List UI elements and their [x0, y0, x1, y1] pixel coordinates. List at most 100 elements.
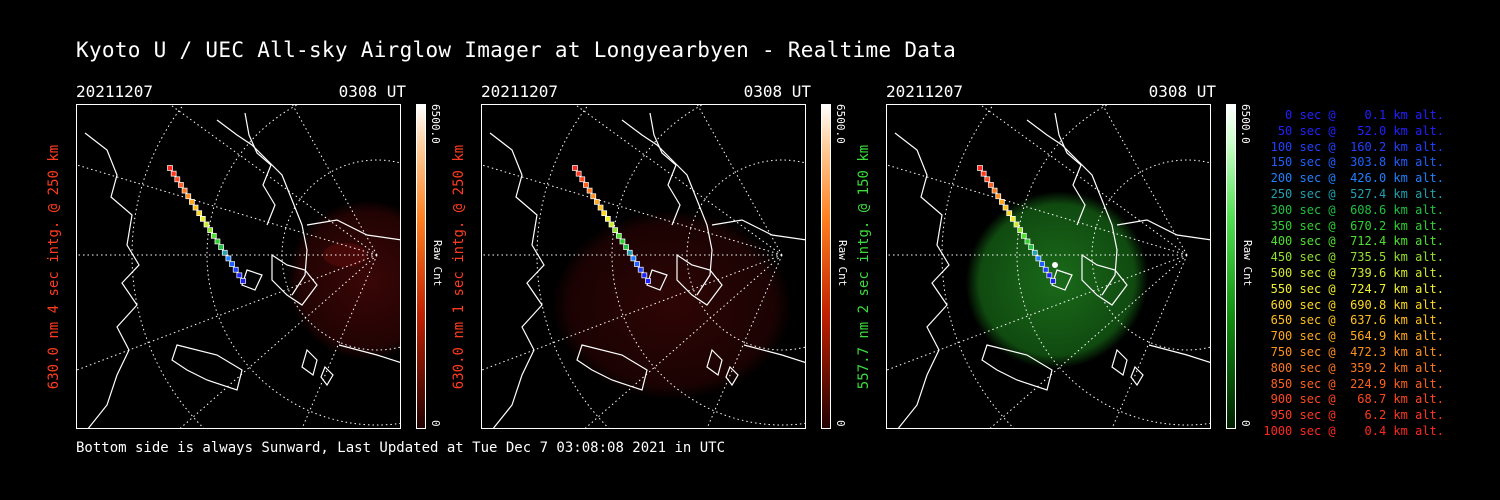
coastline-segment — [649, 112, 681, 226]
trajectory-point — [232, 266, 239, 273]
colorbar-min-label: 0 — [429, 420, 442, 427]
legend-entry: 650 sec @ 637.6 km alt. — [1263, 313, 1444, 328]
colorbar-unit-label: Raw Cnt — [1241, 240, 1254, 287]
coastline-segment — [1148, 344, 1210, 363]
airglow-emission — [287, 200, 400, 360]
legend-entry: 150 sec @ 303.8 km alt. — [1263, 155, 1444, 170]
coastline-segment — [743, 344, 805, 363]
coastline-segment — [621, 119, 713, 296]
trajectory-point — [1035, 255, 1042, 262]
trajectory-point — [1020, 232, 1027, 239]
trajectory-point — [572, 165, 578, 171]
coastline-segment — [1081, 253, 1128, 306]
trajectory-point — [980, 170, 987, 177]
trajectory-point — [608, 221, 615, 228]
panel-time: 0308 UT — [743, 82, 811, 101]
trajectory-point — [641, 272, 648, 279]
coastline-segment — [301, 348, 318, 376]
trajectory-point — [225, 255, 232, 262]
trajectory-point — [575, 170, 582, 177]
bright-spot — [1052, 262, 1058, 268]
trajectory-point — [1024, 238, 1031, 245]
trajectory-point — [615, 232, 622, 239]
trajectory-point — [174, 176, 181, 183]
panel-time: 0308 UT — [338, 82, 406, 101]
trajectory-point — [586, 187, 593, 194]
colorbar-max-label: 6500.0 — [834, 104, 847, 144]
legend-entry: 250 sec @ 527.4 km alt. — [1263, 186, 1444, 201]
legend-entry: 550 sec @ 724.7 km alt. — [1263, 281, 1444, 296]
coastline-segment — [244, 112, 276, 226]
trajectory-point — [199, 215, 206, 222]
trajectory-point — [218, 244, 224, 250]
airglow-map — [481, 104, 806, 429]
legend-entry: 200 sec @ 426.0 km alt. — [1263, 171, 1444, 186]
trajectory-point — [203, 221, 210, 228]
panel-630nm-4sec: 20211207 0308 UT 630.0 nm 4 sec intg. @ … — [46, 82, 486, 442]
map-canvas — [887, 105, 1210, 428]
colorbar-unit-label: Raw Cnt — [431, 240, 444, 287]
coastline-segment — [171, 344, 243, 391]
trajectory-point — [612, 227, 618, 234]
coastline-segment — [1054, 112, 1086, 226]
coastline-segment — [711, 219, 805, 241]
panel-y-label: 630.0 nm 4 sec intg. @ 250 km — [42, 104, 66, 429]
coastline-segment — [725, 365, 739, 387]
airglow-emission — [552, 210, 792, 400]
trajectory-point — [178, 182, 184, 188]
trajectory-point — [196, 210, 203, 217]
map-canvas — [77, 105, 400, 428]
trajectory-point — [1017, 227, 1023, 234]
trajectory-point — [630, 255, 637, 262]
colorbar-unit-label: Raw Cnt — [836, 240, 849, 287]
grid-meridian — [989, 254, 1188, 428]
colorbar-max-label: 6500.0 — [429, 104, 442, 144]
trajectory-point — [1006, 210, 1013, 217]
panel-y-label-text: 630.0 nm 4 sec intg. @ 250 km — [46, 144, 62, 389]
footer-note: Bottom side is always Sunward, Last Upda… — [76, 440, 726, 456]
legend-entry: 400 sec @ 712.4 km alt. — [1263, 234, 1444, 249]
trajectory-point — [594, 199, 600, 205]
colorbar-max-label: 6500.0 — [1239, 104, 1252, 144]
panel-date: 20211207 — [886, 82, 964, 101]
trajectory-point — [999, 199, 1005, 205]
trajectory-point — [1013, 221, 1020, 228]
legend-entry: 700 sec @ 564.9 km alt. — [1263, 329, 1444, 344]
colorbar — [1226, 104, 1236, 429]
colorbar — [821, 104, 831, 429]
trajectory-point — [192, 204, 199, 211]
airglow-emission — [965, 191, 1149, 369]
coastline-segment — [271, 253, 318, 306]
page-title: Kyoto U / UEC All-sky Airglow Imager at … — [76, 38, 957, 62]
colorbar — [416, 104, 426, 429]
trajectory-point — [984, 176, 991, 183]
trajectory-point — [1009, 215, 1016, 222]
trajectory-point — [991, 187, 998, 194]
coastline-segment — [1026, 119, 1118, 296]
panel-630nm-1sec: 20211207 0308 UT 630.0 nm 1 sec intg. @ … — [451, 82, 891, 442]
coastline-segment — [676, 253, 723, 306]
trajectory-point — [1031, 249, 1038, 256]
coastline-segment — [84, 132, 140, 428]
coastline-segment — [894, 132, 950, 428]
legend-entry: 600 sec @ 690.8 km alt. — [1263, 297, 1444, 312]
altitude-legend: 0 sec @ 0.1 km alt. 50 sec @ 52.0 km alt… — [1262, 108, 1444, 440]
trajectory-point — [167, 165, 173, 171]
trajectory-point — [1046, 272, 1053, 279]
legend-entry: 300 sec @ 608.6 km alt. — [1263, 202, 1444, 217]
legend-entry: 450 sec @ 735.5 km alt. — [1263, 250, 1444, 265]
trajectory-point — [185, 193, 192, 200]
trajectory-point — [214, 238, 221, 245]
coastline — [894, 112, 1210, 428]
grid-meridian — [1111, 254, 1188, 428]
colorbar-min-label: 0 — [1239, 420, 1252, 427]
coastline-segment — [1111, 348, 1128, 376]
colorbar-min-label: 0 — [834, 420, 847, 427]
coastline-segment — [576, 344, 648, 391]
trajectory-point — [1050, 278, 1056, 284]
trajectory-point — [623, 244, 629, 250]
panel-y-label: 557.7 nm 2 sec intg. @ 150 km — [852, 104, 876, 429]
legend-entry: 950 sec @ 6.2 km alt. — [1263, 408, 1444, 423]
trajectory-point — [619, 238, 626, 245]
trajectory-point — [634, 261, 640, 267]
